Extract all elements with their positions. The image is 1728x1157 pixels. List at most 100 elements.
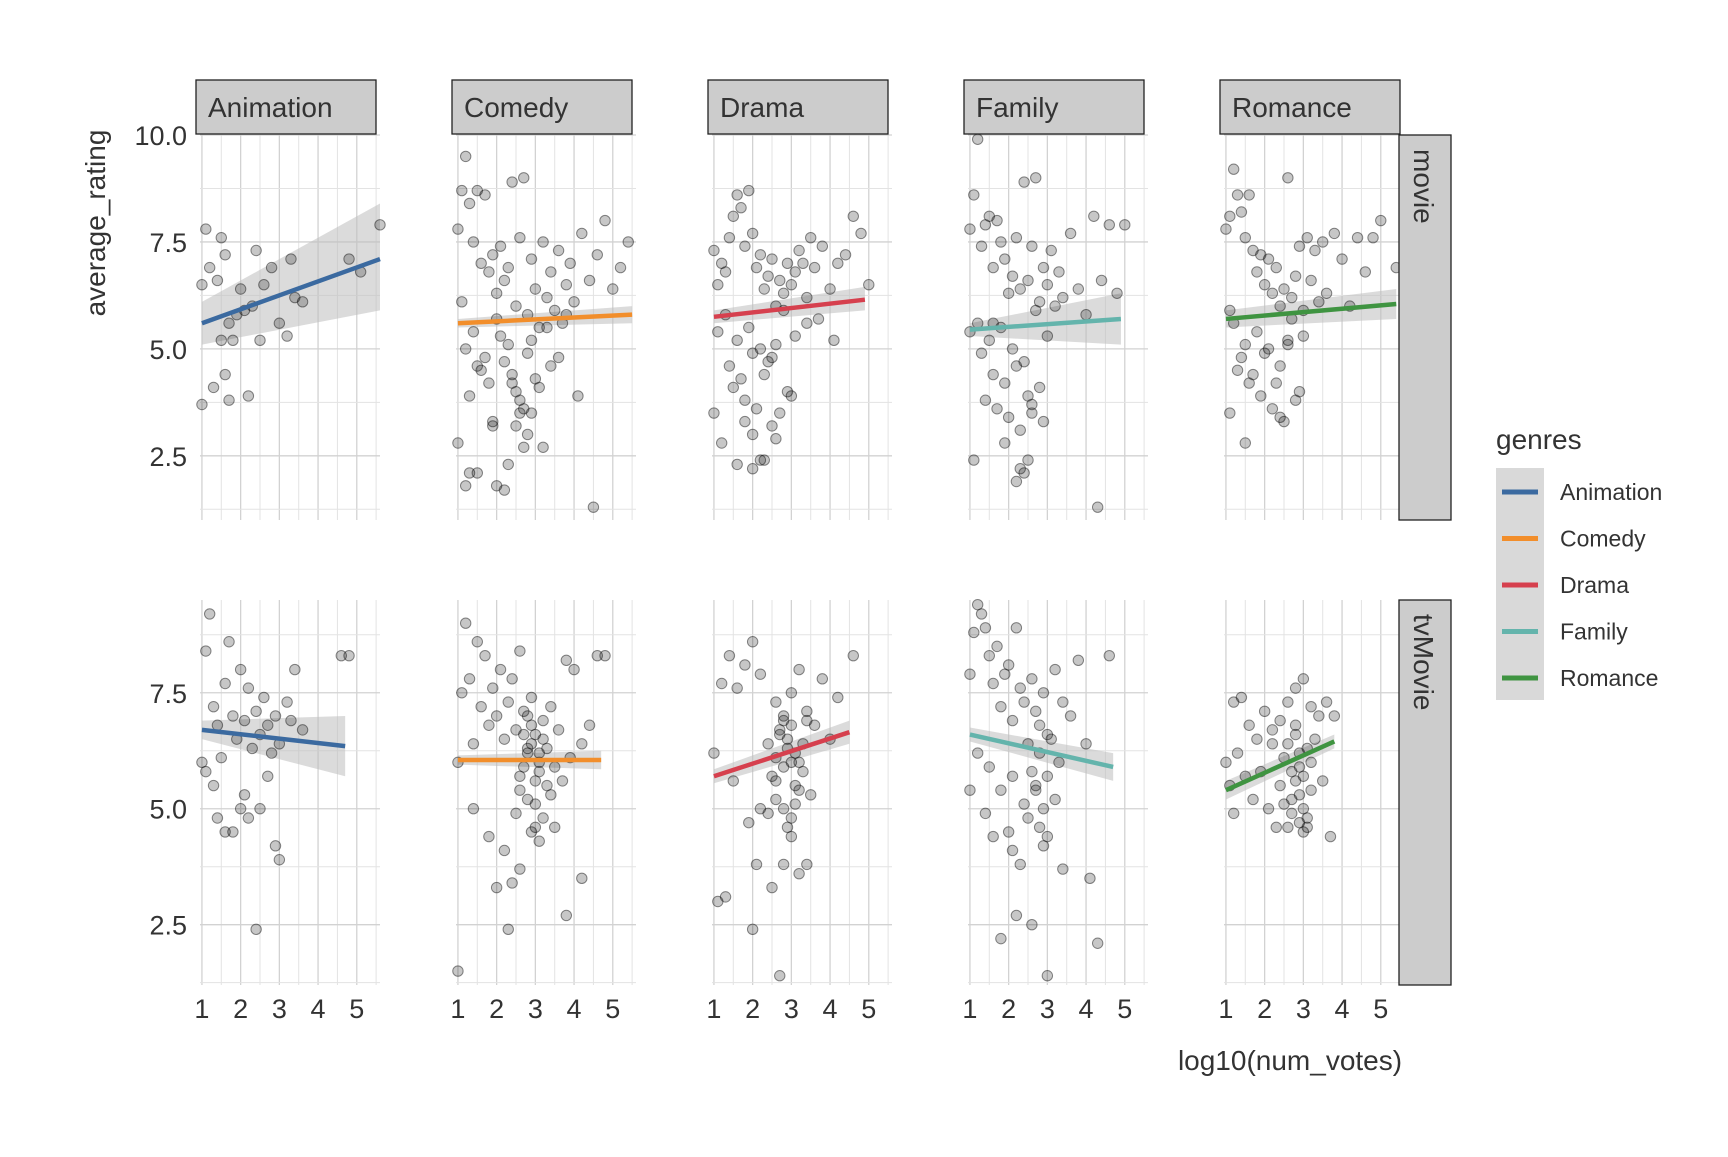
data-point: [200, 223, 212, 235]
data-point: [1033, 719, 1046, 731]
data-point: [1010, 909, 1023, 922]
data-point: [506, 877, 518, 889]
x-tick-label: 4: [823, 994, 838, 1024]
y-tick-label: 10.0: [134, 121, 187, 151]
data-point: [750, 858, 763, 871]
data-point: [227, 826, 239, 838]
data-point: [203, 261, 216, 274]
data-point: [1014, 858, 1026, 871]
data-point: [219, 677, 231, 690]
data-point: [746, 428, 759, 441]
data-point: [785, 687, 798, 699]
data-point: [987, 677, 999, 690]
data-point: [1286, 291, 1298, 304]
data-point: [1030, 304, 1042, 317]
data-point: [1033, 821, 1046, 833]
data-point: [583, 719, 596, 731]
data-point: [991, 214, 1003, 227]
data-point: [1006, 714, 1019, 727]
data-point: [1289, 728, 1302, 741]
data-point: [855, 227, 867, 240]
x-tick-label: 3: [1040, 994, 1055, 1024]
data-point: [766, 253, 778, 265]
axis-layer: 2.55.07.510.02.55.07.51 2 3 4 5 1 2 3 4 5 1 2 3 4 5 1 2 3…: [134, 121, 1388, 1024]
data-point: [781, 733, 794, 745]
data-point: [529, 821, 542, 833]
data-point: [1320, 696, 1333, 708]
data-point: [475, 700, 487, 713]
data-point: [207, 381, 220, 394]
data-point: [1375, 214, 1387, 227]
data-point: [863, 279, 875, 291]
data-point: [207, 779, 220, 792]
data-point: [1231, 747, 1244, 759]
data-point: [223, 317, 235, 329]
x-tick-label: 5: [1117, 994, 1132, 1024]
data-point: [1111, 287, 1123, 299]
data-point: [537, 812, 549, 824]
data-point: [587, 501, 600, 513]
trend-line-animation-tvmovie: [201, 727, 346, 749]
data-point: [762, 356, 774, 368]
data-point: [746, 636, 759, 648]
data-point: [1018, 467, 1030, 479]
data-point: [770, 433, 782, 445]
data-point: [1243, 189, 1255, 201]
data-point: [285, 714, 297, 727]
data-point: [459, 480, 472, 492]
data-point: [754, 249, 767, 261]
x-tick-label: 5: [861, 994, 876, 1024]
data-point: [502, 261, 514, 274]
data-point: [1282, 696, 1294, 708]
data-point: [999, 437, 1011, 449]
data-point: [1282, 338, 1294, 351]
x-tick-label: 3: [1296, 994, 1311, 1024]
data-point: [1278, 798, 1290, 810]
data-point: [541, 291, 553, 304]
data-point: [743, 816, 755, 829]
data-point: [774, 728, 786, 741]
data-point: [1359, 266, 1371, 278]
data-point: [471, 360, 483, 372]
data-point: [731, 682, 743, 694]
data-point: [1224, 407, 1236, 419]
data-point: [1080, 308, 1092, 321]
data-point: [1022, 812, 1034, 824]
data-point: [1037, 687, 1050, 699]
data-point: [281, 330, 293, 342]
data-point: [847, 210, 859, 222]
data-point: [739, 240, 751, 252]
x-tick-label: 2: [745, 994, 760, 1024]
data-point: [219, 826, 231, 838]
data-point: [514, 231, 526, 244]
data-point: [746, 227, 759, 240]
x-tick-label: 5: [605, 994, 620, 1024]
data-point: [1084, 872, 1096, 885]
x-tick-label: 5: [1373, 994, 1388, 1024]
data-point: [731, 458, 743, 471]
data-point: [560, 654, 573, 667]
data-point: [521, 793, 534, 806]
data-point: [1026, 240, 1038, 252]
data-point: [525, 407, 538, 419]
data-point: [560, 279, 573, 291]
data-point: [1091, 501, 1104, 513]
data-point: [498, 844, 511, 857]
data-point: [1002, 287, 1015, 299]
data-point: [1251, 266, 1263, 278]
facet-strip-label: tvMovie: [1408, 614, 1439, 710]
data-point: [1041, 830, 1054, 843]
data-point: [281, 696, 293, 708]
data-point: [1247, 368, 1259, 381]
data-point: [234, 663, 247, 676]
data-point: [1026, 407, 1038, 419]
data-point: [1336, 253, 1348, 265]
data-point: [537, 714, 549, 727]
data-point: [537, 733, 549, 745]
data-point: [793, 784, 805, 796]
data-point: [1227, 696, 1240, 708]
data-point: [777, 761, 790, 773]
data-point: [463, 673, 476, 685]
